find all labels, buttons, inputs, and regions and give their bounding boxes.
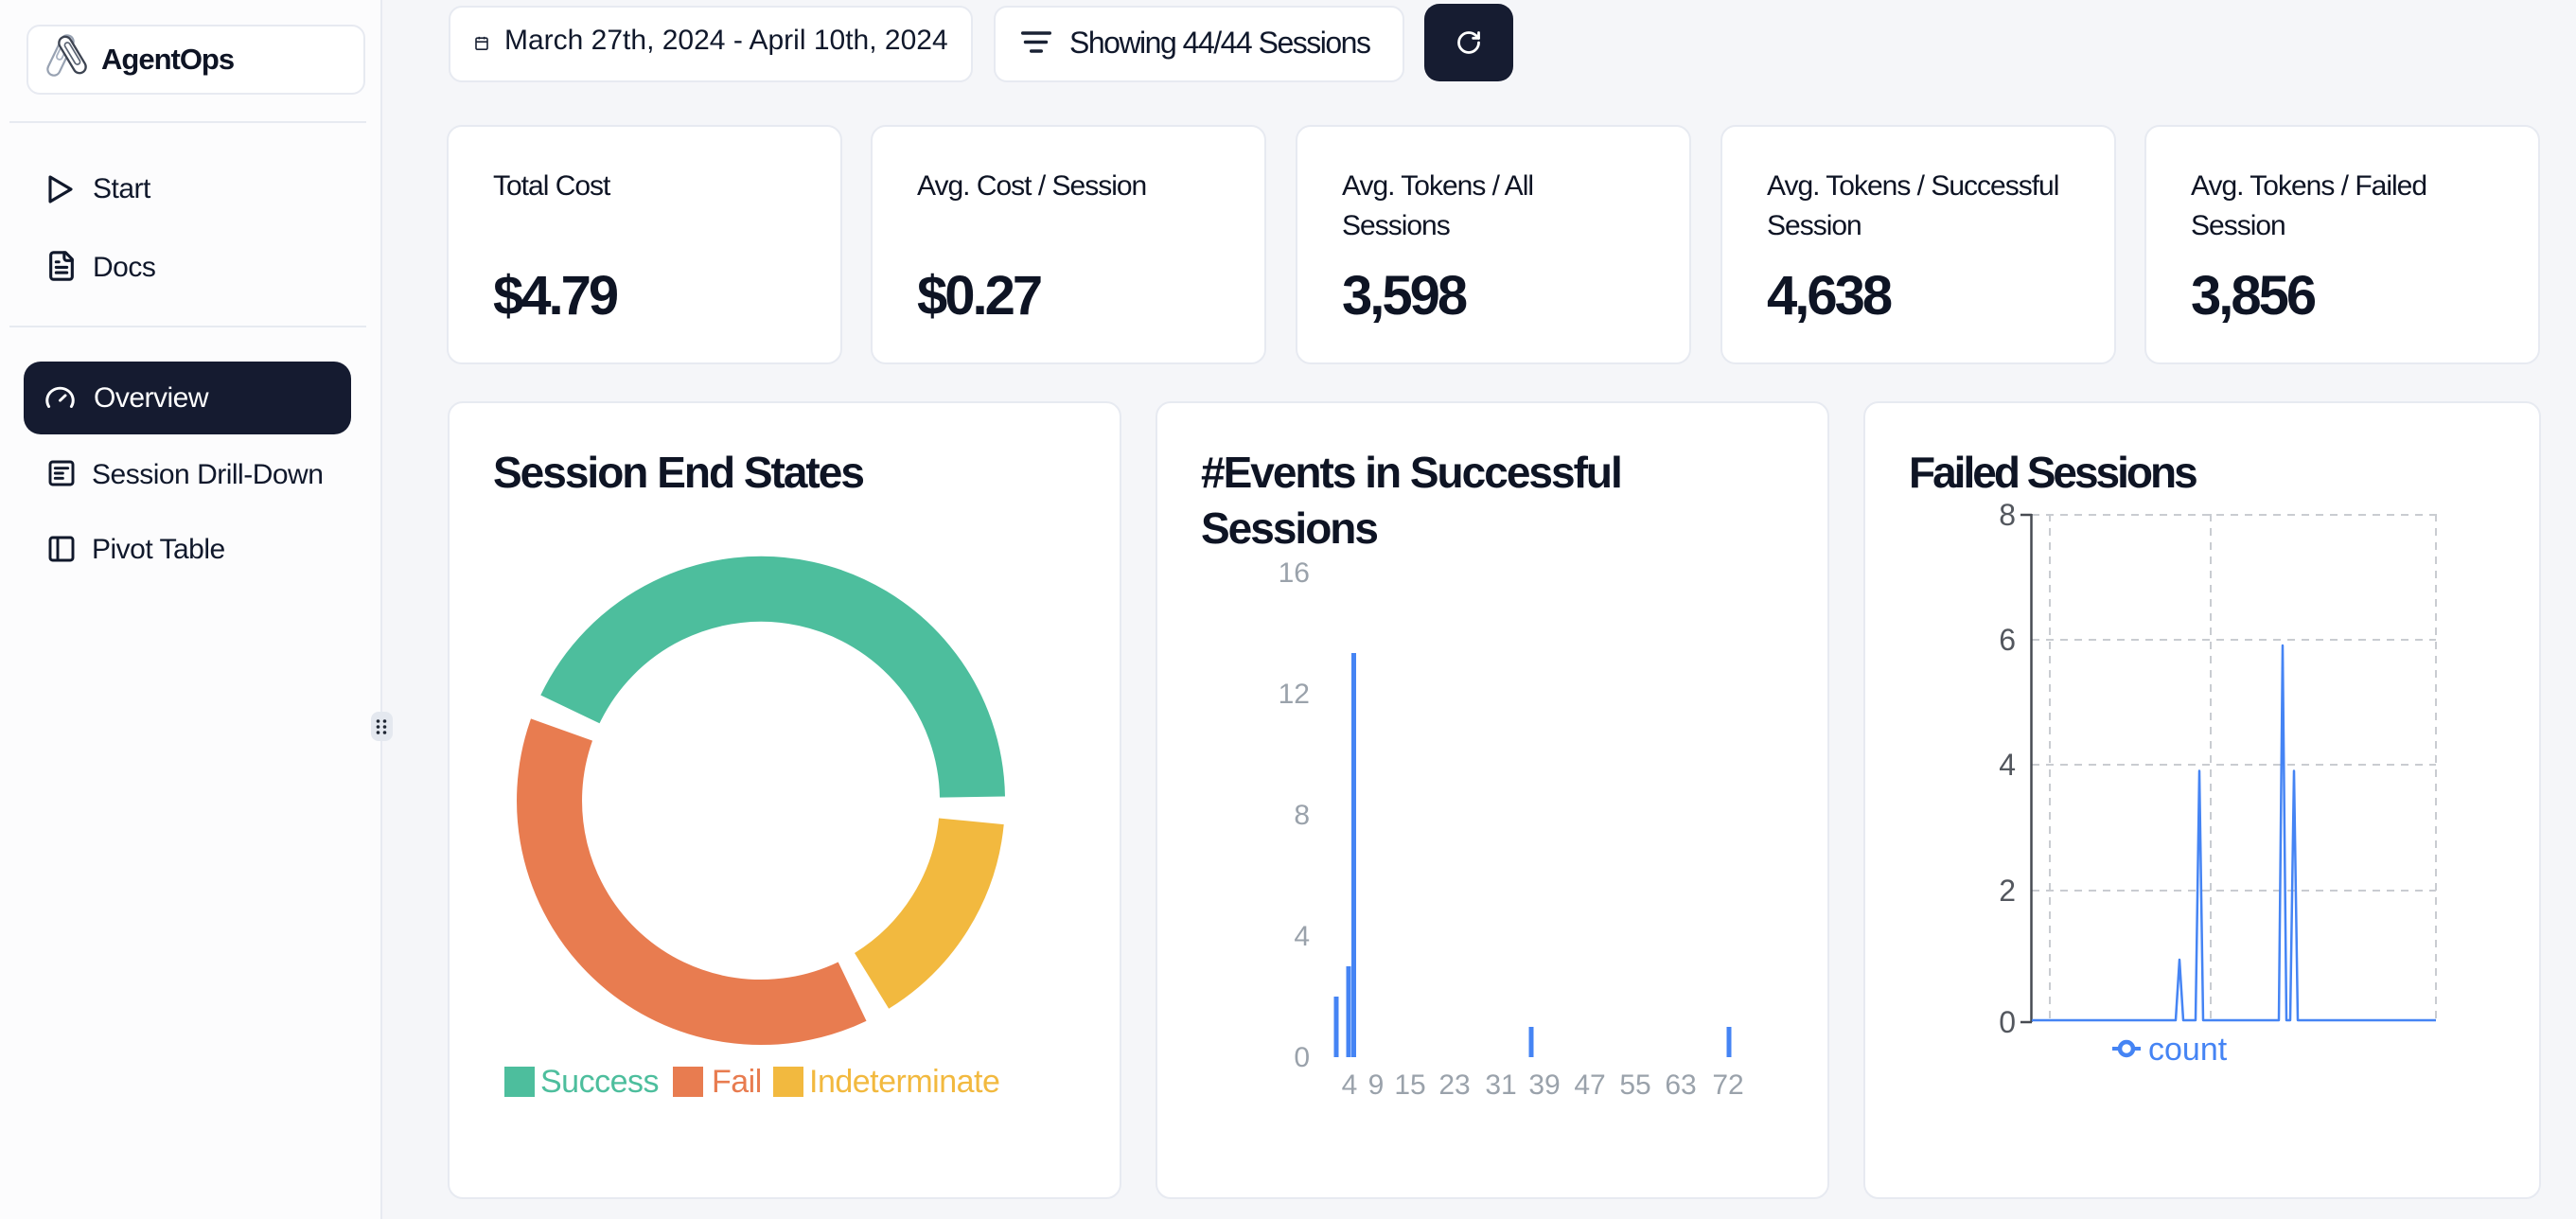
svg-text:4: 4 (1342, 1069, 1358, 1101)
svg-text:9: 9 (1368, 1069, 1385, 1101)
svg-text:47: 47 (1574, 1069, 1605, 1101)
svg-text:12: 12 (1279, 679, 1310, 710)
svg-text:count: count (2148, 1032, 2228, 1068)
svg-text:4: 4 (1999, 748, 2016, 782)
svg-text:Fail: Fail (712, 1064, 762, 1100)
svg-text:6: 6 (1999, 623, 2016, 657)
svg-text:31: 31 (1485, 1069, 1516, 1101)
svg-text:0: 0 (1294, 1042, 1310, 1073)
svg-text:2: 2 (1999, 874, 2016, 908)
svg-text:72: 72 (1712, 1069, 1743, 1101)
svg-text:39: 39 (1528, 1069, 1560, 1101)
svg-text:4: 4 (1294, 921, 1310, 952)
svg-text:0: 0 (1999, 1005, 2016, 1039)
svg-text:23: 23 (1438, 1069, 1470, 1101)
svg-text:Success: Success (540, 1064, 659, 1100)
svg-text:8: 8 (1999, 498, 2016, 532)
svg-text:63: 63 (1665, 1069, 1696, 1101)
svg-text:Indeterminate: Indeterminate (809, 1064, 999, 1100)
svg-text:8: 8 (1294, 800, 1310, 831)
svg-text:16: 16 (1279, 557, 1310, 589)
svg-text:15: 15 (1394, 1069, 1425, 1101)
svg-text:55: 55 (1619, 1069, 1650, 1101)
